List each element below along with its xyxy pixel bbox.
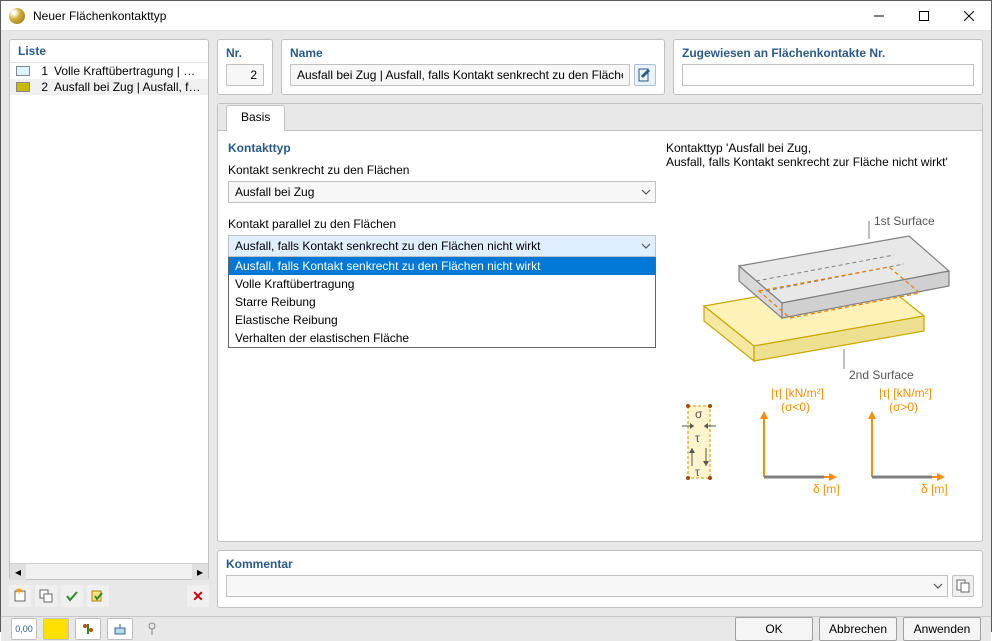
close-button[interactable] [946,1,991,31]
liste-box: Liste 1 Volle Kraftübertragung | Starre … [9,39,209,580]
edit-name-button[interactable] [634,64,656,86]
tab-right: Kontakttyp 'Ausfall bei Zug, Ausfall, fa… [666,141,972,531]
dd-option-4[interactable]: Verhalten der elastischen Fläche [229,329,655,347]
kommentar-library-button[interactable] [952,575,974,597]
chevron-down-icon [933,581,943,591]
view-button[interactable] [107,618,133,640]
svg-text:σ: σ [695,407,703,421]
preview-title-line1: Kontakttyp 'Ausfall bei Zug, [666,141,811,155]
dd-option-2[interactable]: Starre Reibung [229,293,655,311]
delta-label-1: δ [m] [813,482,840,496]
surface-1 [739,236,949,318]
bottom-icons: 0,00 [11,618,165,640]
svg-text:τ: τ [695,431,700,445]
apply-button[interactable]: Anwenden [903,617,981,641]
nr-input[interactable] [226,64,264,86]
liste-items: 1 Volle Kraftübertragung | Starre 2 Ausf… [10,63,208,563]
check-green-button[interactable] [61,585,83,607]
left-toolbar: ✶ ✕ [9,584,209,608]
chevron-down-icon [641,241,651,251]
right-area: Nr. Name Zugewiesen an Flächenkontakte N… [217,39,983,608]
tab-header: Basis [218,104,982,131]
maximize-button[interactable] [901,1,946,31]
plot-sigma-pos: |τ| [kN/m²] (σ>0) δ [m] [868,386,948,496]
liste-label-2: Ausfall bei Zug | Ausfall, falls Ko [54,80,202,94]
liste-item-1[interactable]: 1 Volle Kraftübertragung | Starre [10,63,208,79]
name-input[interactable] [290,64,630,86]
cancel-button[interactable]: Abbrechen [819,617,897,641]
tab-box: Basis Kontakttyp Kontakt senkrecht zu de… [217,103,983,542]
svg-text:τ: τ [695,465,700,479]
color-button[interactable] [43,618,69,640]
par-combo[interactable]: Ausfall, falls Kontakt senkrecht zu den … [228,235,656,257]
tree-button[interactable] [75,618,101,640]
par-dropdown-list[interactable]: Ausfall, falls Kontakt senkrecht zu den … [228,256,656,348]
delete-button[interactable]: ✕ [187,585,209,607]
preview-title: Kontakttyp 'Ausfall bei Zug, Ausfall, fa… [666,141,972,169]
liste-label-1: Volle Kraftübertragung | Starre [54,64,202,78]
new-item-button[interactable]: ✶ [9,585,31,607]
swatch-2 [16,82,30,92]
assigned-title: Zugewiesen an Flächenkontakte Nr. [682,46,974,60]
perp-label: Kontakt senkrecht zu den Flächen [228,163,656,177]
tab-left: Kontakttyp Kontakt senkrecht zu den Fläc… [228,141,656,531]
liste-scrollbar[interactable]: ◂ ▸ [10,563,208,579]
assigned-group: Zugewiesen an Flächenkontakte Nr. [673,39,983,95]
left-panel: Liste 1 Volle Kraftübertragung | Starre … [9,39,209,608]
top-row: Nr. Name Zugewiesen an Flächenkontakte N… [217,39,983,95]
perp-combo[interactable]: Ausfall bei Zug [228,181,656,203]
delta-label-2: δ [m] [921,482,948,496]
svg-text:✶: ✶ [14,588,24,598]
swatch-1 [16,66,30,76]
minimize-button[interactable] [856,1,901,31]
liste-num-1: 1 [36,64,48,78]
surf2-label: 2nd Surface [849,368,914,382]
assigned-input[interactable] [682,64,974,86]
help-button[interactable] [139,618,165,640]
liste-item-2[interactable]: 2 Ausfall bei Zug | Ausfall, falls Ko [10,79,208,95]
scroll-right-icon[interactable]: ▸ [192,564,208,580]
surf1-label: 1st Surface [874,214,935,228]
liste-num-2: 2 [36,80,48,94]
liste-header: Liste [10,40,208,63]
nr-title: Nr. [226,46,264,60]
dd-option-0[interactable]: Ausfall, falls Kontakt senkrecht zu den … [229,257,655,275]
window-controls [856,1,991,31]
content-area: Liste 1 Volle Kraftübertragung | Starre … [1,31,991,616]
bottom-bar: 0,00 OK Abbrechen Anwenden [1,616,991,641]
name-group: Name [281,39,665,95]
sig-neg-label: (σ<0) [781,400,810,414]
tau-label-2: |τ| [kN/m²] [879,386,932,400]
kommentar-title: Kommentar [226,557,974,571]
kontakttyp-title: Kontakttyp [228,141,656,155]
preview-svg: 1st Surface 2nd Surface [674,181,964,531]
preview-svg-wrap: 1st Surface 2nd Surface [666,175,972,531]
preview-title-line2: Ausfall, falls Kontakt senkrecht zur Flä… [666,155,948,169]
sig-pos-label: (σ>0) [889,400,918,414]
nr-group: Nr. [217,39,273,95]
dd-option-1[interactable]: Volle Kraftübertragung [229,275,655,293]
par-label: Kontakt parallel zu den Flächen [228,217,656,231]
window-title: Neuer Flächenkontakttyp [33,9,856,23]
kommentar-combo[interactable] [226,575,948,597]
copy-item-button[interactable] [35,585,57,607]
name-title: Name [290,46,656,60]
plot-sigma-neg: |τ| [kN/m²] (σ<0) δ [m] [760,386,840,496]
tau-label-1: |τ| [kN/m²] [771,386,824,400]
par-value: Ausfall, falls Kontakt senkrecht zu den … [235,239,540,253]
tab-body: Kontakttyp Kontakt senkrecht zu den Fläc… [218,131,982,541]
app-icon [9,8,25,24]
titlebar: Neuer Flächenkontakttyp [1,1,991,31]
kommentar-group: Kommentar [217,550,983,608]
check-db-button[interactable] [87,585,109,607]
chevron-down-icon [641,187,651,197]
units-button[interactable]: 0,00 [11,618,37,640]
sigma-element: σ τ τ [682,404,716,480]
tab-basis[interactable]: Basis [226,105,285,131]
ok-button[interactable]: OK [735,617,813,641]
dd-option-3[interactable]: Elastische Reibung [229,311,655,329]
scroll-left-icon[interactable]: ◂ [10,564,26,580]
perp-value: Ausfall bei Zug [235,185,314,199]
